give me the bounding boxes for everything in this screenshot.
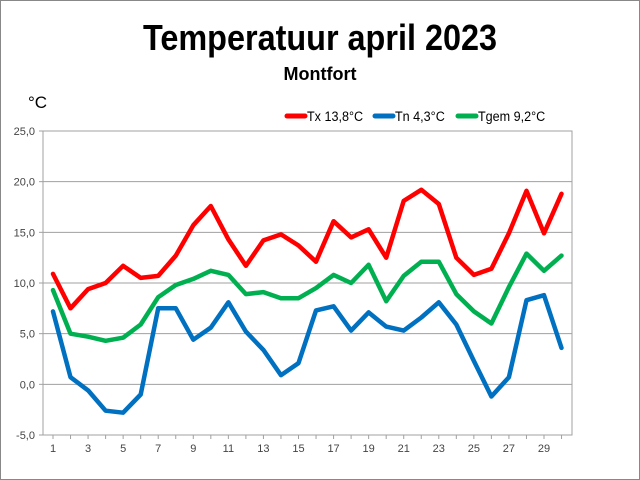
series-line-tx xyxy=(50,187,564,311)
series-line-tn xyxy=(50,292,564,415)
y-axis-label: °C xyxy=(28,93,47,112)
chart-title: Temperatuur april 2023 xyxy=(143,18,497,58)
x-tick-label: 19 xyxy=(363,443,375,455)
x-tick-label: 13 xyxy=(257,443,269,455)
y-tick-label: 20,0 xyxy=(14,177,35,189)
y-tick-label: 10,0 xyxy=(14,278,35,290)
chart-subtitle: Montfort xyxy=(284,64,357,84)
x-tick-label: 25 xyxy=(468,443,480,455)
x-tick-label: 23 xyxy=(433,443,445,455)
series-line-tgem xyxy=(50,251,564,344)
y-tick-label: 5,0 xyxy=(20,329,35,341)
x-tick-label: 29 xyxy=(538,443,550,455)
y-tick-label: 0,0 xyxy=(20,379,35,391)
x-tick-label: 5 xyxy=(120,443,126,455)
x-tick-label: 3 xyxy=(85,443,91,455)
legend-label: Tx 13,8°C xyxy=(307,108,363,124)
legend-label: Tn 4,3°C xyxy=(395,108,445,124)
x-tick-label: 17 xyxy=(327,443,339,455)
x-tick-label: 1 xyxy=(50,443,56,455)
x-tick-label: 11 xyxy=(223,443,234,455)
x-tick-label: 21 xyxy=(398,443,410,455)
y-tick-label: -5,0 xyxy=(16,430,35,442)
y-tick-label: 15,0 xyxy=(14,227,35,239)
y-tick-label: 25,0 xyxy=(14,126,35,138)
x-tick-label: 9 xyxy=(190,443,196,455)
x-tick-label: 7 xyxy=(155,443,161,455)
x-tick-label: 15 xyxy=(292,443,304,455)
legend-label: Tgem 9,2°C xyxy=(478,108,546,124)
x-tick-label: 27 xyxy=(503,443,515,455)
